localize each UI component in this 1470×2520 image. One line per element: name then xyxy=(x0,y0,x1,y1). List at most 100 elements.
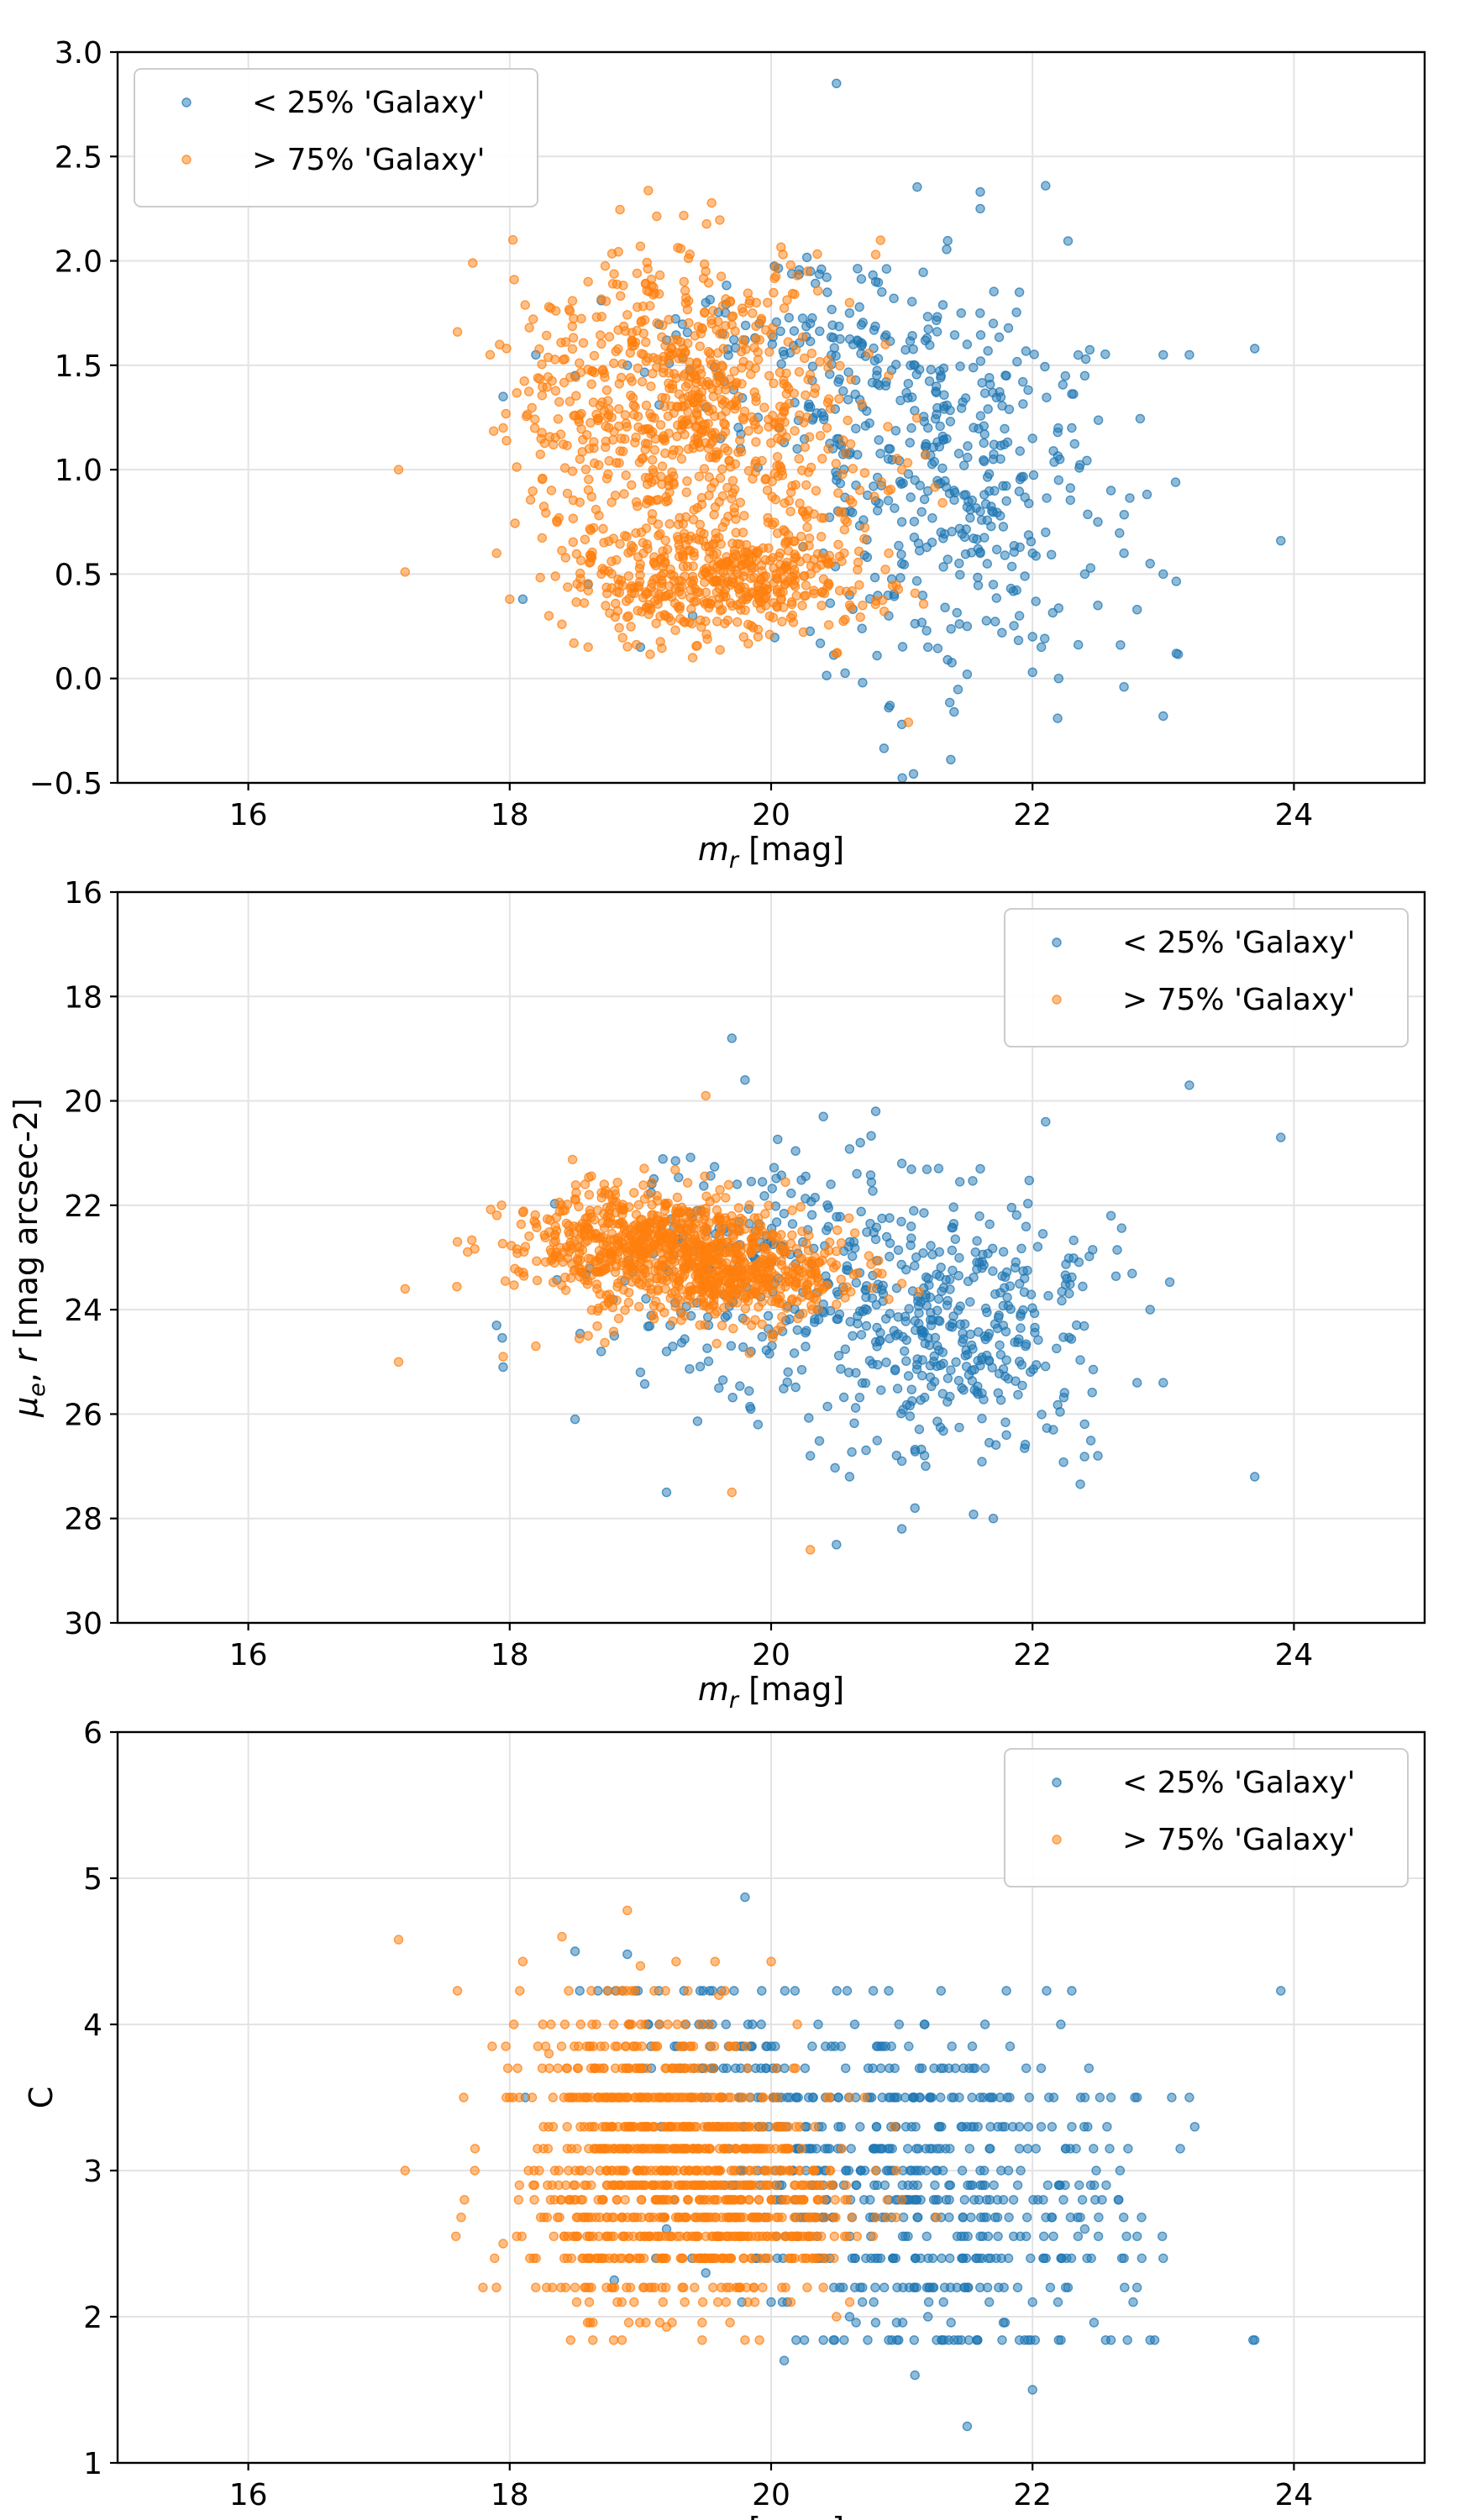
scatter-point xyxy=(1079,1419,1089,1430)
scatter-point xyxy=(989,439,1000,449)
scatter-point xyxy=(729,1273,739,1283)
scatter-point xyxy=(663,1198,673,1209)
scatter-point xyxy=(496,1200,507,1210)
scatter-point xyxy=(864,1356,875,1366)
scatter-point xyxy=(701,1268,711,1278)
scatter-point xyxy=(1016,1243,1026,1254)
scatter-point xyxy=(644,424,654,434)
scatter-point xyxy=(625,348,635,358)
scatter-point xyxy=(571,391,581,401)
scatter-point xyxy=(648,465,658,475)
scatter-point xyxy=(680,571,690,581)
scatter-point xyxy=(851,2180,861,2191)
scatter-point xyxy=(944,2253,955,2264)
scatter-point xyxy=(660,393,671,403)
scatter-point xyxy=(721,1268,732,1278)
scatter-point xyxy=(897,773,907,783)
scatter-point xyxy=(498,423,508,433)
scatter-point xyxy=(1142,489,1152,500)
scatter-point xyxy=(910,2370,920,2381)
scatter-point xyxy=(531,2282,541,2292)
scatter-point xyxy=(941,2195,952,2205)
scatter-point xyxy=(584,1189,595,1200)
scatter-point xyxy=(661,2282,671,2292)
scatter-point xyxy=(906,1164,916,1174)
scatter-point xyxy=(1053,674,1064,684)
scatter-point xyxy=(717,464,727,475)
scatter-point xyxy=(669,407,679,418)
scatter-point xyxy=(795,2166,805,2176)
scatter-point xyxy=(583,1253,594,1263)
scatter-point xyxy=(1058,1457,1068,1467)
scatter-point xyxy=(753,581,764,591)
scatter-point xyxy=(782,295,792,305)
scatter-point xyxy=(678,553,688,564)
scatter-point xyxy=(659,1307,669,1318)
scatter-point xyxy=(954,2092,964,2103)
scatter-point xyxy=(706,318,717,328)
scatter-point xyxy=(740,605,750,616)
scatter-point xyxy=(841,586,852,596)
scatter-point xyxy=(467,1235,477,1246)
scatter-point xyxy=(584,2297,595,2307)
legend-marker xyxy=(1052,995,1062,1005)
legend-marker xyxy=(1052,937,1062,948)
scatter-point xyxy=(676,454,687,464)
scatter-point xyxy=(947,1222,957,1233)
y-axis-label: μe, r [mag arcsec-2] xyxy=(8,1098,50,1418)
scatter-point xyxy=(1158,711,1168,722)
scatter-point xyxy=(638,538,648,548)
scatter-point xyxy=(452,1281,462,1292)
scatter-point xyxy=(733,391,743,402)
scatter-point xyxy=(1065,2212,1076,2223)
scatter-point xyxy=(617,2297,627,2307)
x-tick-label: 18 xyxy=(491,1638,529,1672)
scatter-point xyxy=(769,419,780,430)
scatter-point xyxy=(822,670,832,680)
scatter-point xyxy=(1036,642,1047,653)
scatter-point xyxy=(911,2144,921,2154)
scatter-point xyxy=(652,1190,662,1201)
scatter-point xyxy=(757,1986,767,1996)
scatter-point xyxy=(685,1152,696,1163)
scatter-point xyxy=(743,591,753,601)
scatter-point xyxy=(823,354,833,365)
scatter-point xyxy=(700,577,710,587)
scatter-point xyxy=(789,2063,799,2073)
scatter-point xyxy=(884,2335,894,2345)
scatter-point xyxy=(717,399,727,409)
scatter-point xyxy=(717,1220,727,1231)
scatter-point xyxy=(932,1361,942,1372)
scatter-point xyxy=(869,2297,879,2307)
scatter-point xyxy=(753,1420,764,1430)
scatter-point xyxy=(922,642,933,653)
scatter-point xyxy=(746,1176,757,1187)
scatter-point xyxy=(896,465,907,475)
scatter-point xyxy=(651,495,662,506)
scatter-point xyxy=(854,485,865,496)
scatter-point xyxy=(942,1397,953,1407)
scatter-point xyxy=(833,1314,843,1325)
scatter-point xyxy=(697,1287,707,1298)
scatter-point xyxy=(498,1352,508,1362)
scatter-point xyxy=(750,2063,761,2073)
scatter-point xyxy=(1042,2180,1053,2191)
scatter-point xyxy=(731,528,741,538)
scatter-point xyxy=(958,2253,969,2264)
scatter-point xyxy=(1068,389,1079,399)
scatter-point xyxy=(823,620,834,630)
scatter-point xyxy=(792,1325,802,1336)
scatter-point xyxy=(991,2253,1001,2264)
scatter-point xyxy=(993,2231,1003,2242)
scatter-point xyxy=(537,360,547,370)
scatter-point xyxy=(557,1280,567,1290)
scatter-point xyxy=(714,1383,724,1394)
scatter-point xyxy=(648,454,658,465)
scatter-point xyxy=(763,297,773,307)
scatter-point xyxy=(830,1462,840,1473)
scatter-point xyxy=(721,591,731,602)
scatter-point xyxy=(872,365,882,375)
scatter-point xyxy=(953,1270,963,1281)
scatter-point xyxy=(919,2019,930,2029)
scatter-point xyxy=(756,603,766,614)
